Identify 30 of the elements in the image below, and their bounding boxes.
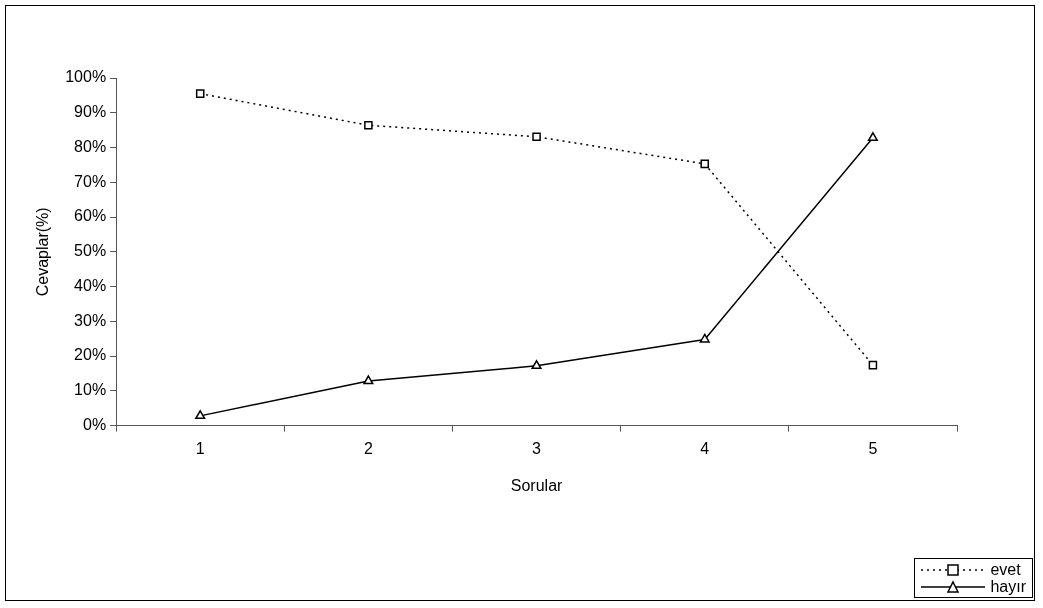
y-tick-label: 60%	[74, 207, 107, 225]
x-tick-label: 5	[868, 439, 878, 457]
point	[364, 120, 373, 130]
y-tick-label: 20%	[74, 346, 107, 364]
y-tick-label: 10%	[74, 381, 107, 399]
y-tick-label: 40%	[74, 276, 107, 294]
point	[700, 159, 710, 169]
y-tick-label: 100%	[65, 68, 107, 86]
point	[363, 375, 374, 385]
point	[868, 360, 878, 370]
point	[195, 89, 205, 98]
x-axis-title: Sorular	[510, 476, 564, 494]
point	[531, 360, 542, 370]
x-tick-label: 1	[195, 439, 205, 457]
y-tick-label: 70%	[74, 172, 107, 190]
y-tick-label: 80%	[74, 137, 107, 155]
x-tick-label: 4	[700, 439, 710, 457]
y-tick-label: 90%	[74, 103, 107, 121]
x-tick-label: 2	[363, 439, 373, 457]
legend-label: hayır	[990, 577, 1026, 596]
legend-label: evet	[990, 560, 1021, 579]
point	[195, 410, 206, 420]
x-tick-label: 3	[532, 439, 542, 457]
y-tick-label: 30%	[74, 311, 107, 329]
y-tick-label: 0%	[83, 416, 107, 434]
point	[532, 132, 541, 142]
y-tick-label: 50%	[74, 242, 107, 260]
point	[699, 333, 710, 343]
point	[867, 132, 878, 142]
y-axis-title: Cevaplar(%)	[34, 207, 52, 297]
